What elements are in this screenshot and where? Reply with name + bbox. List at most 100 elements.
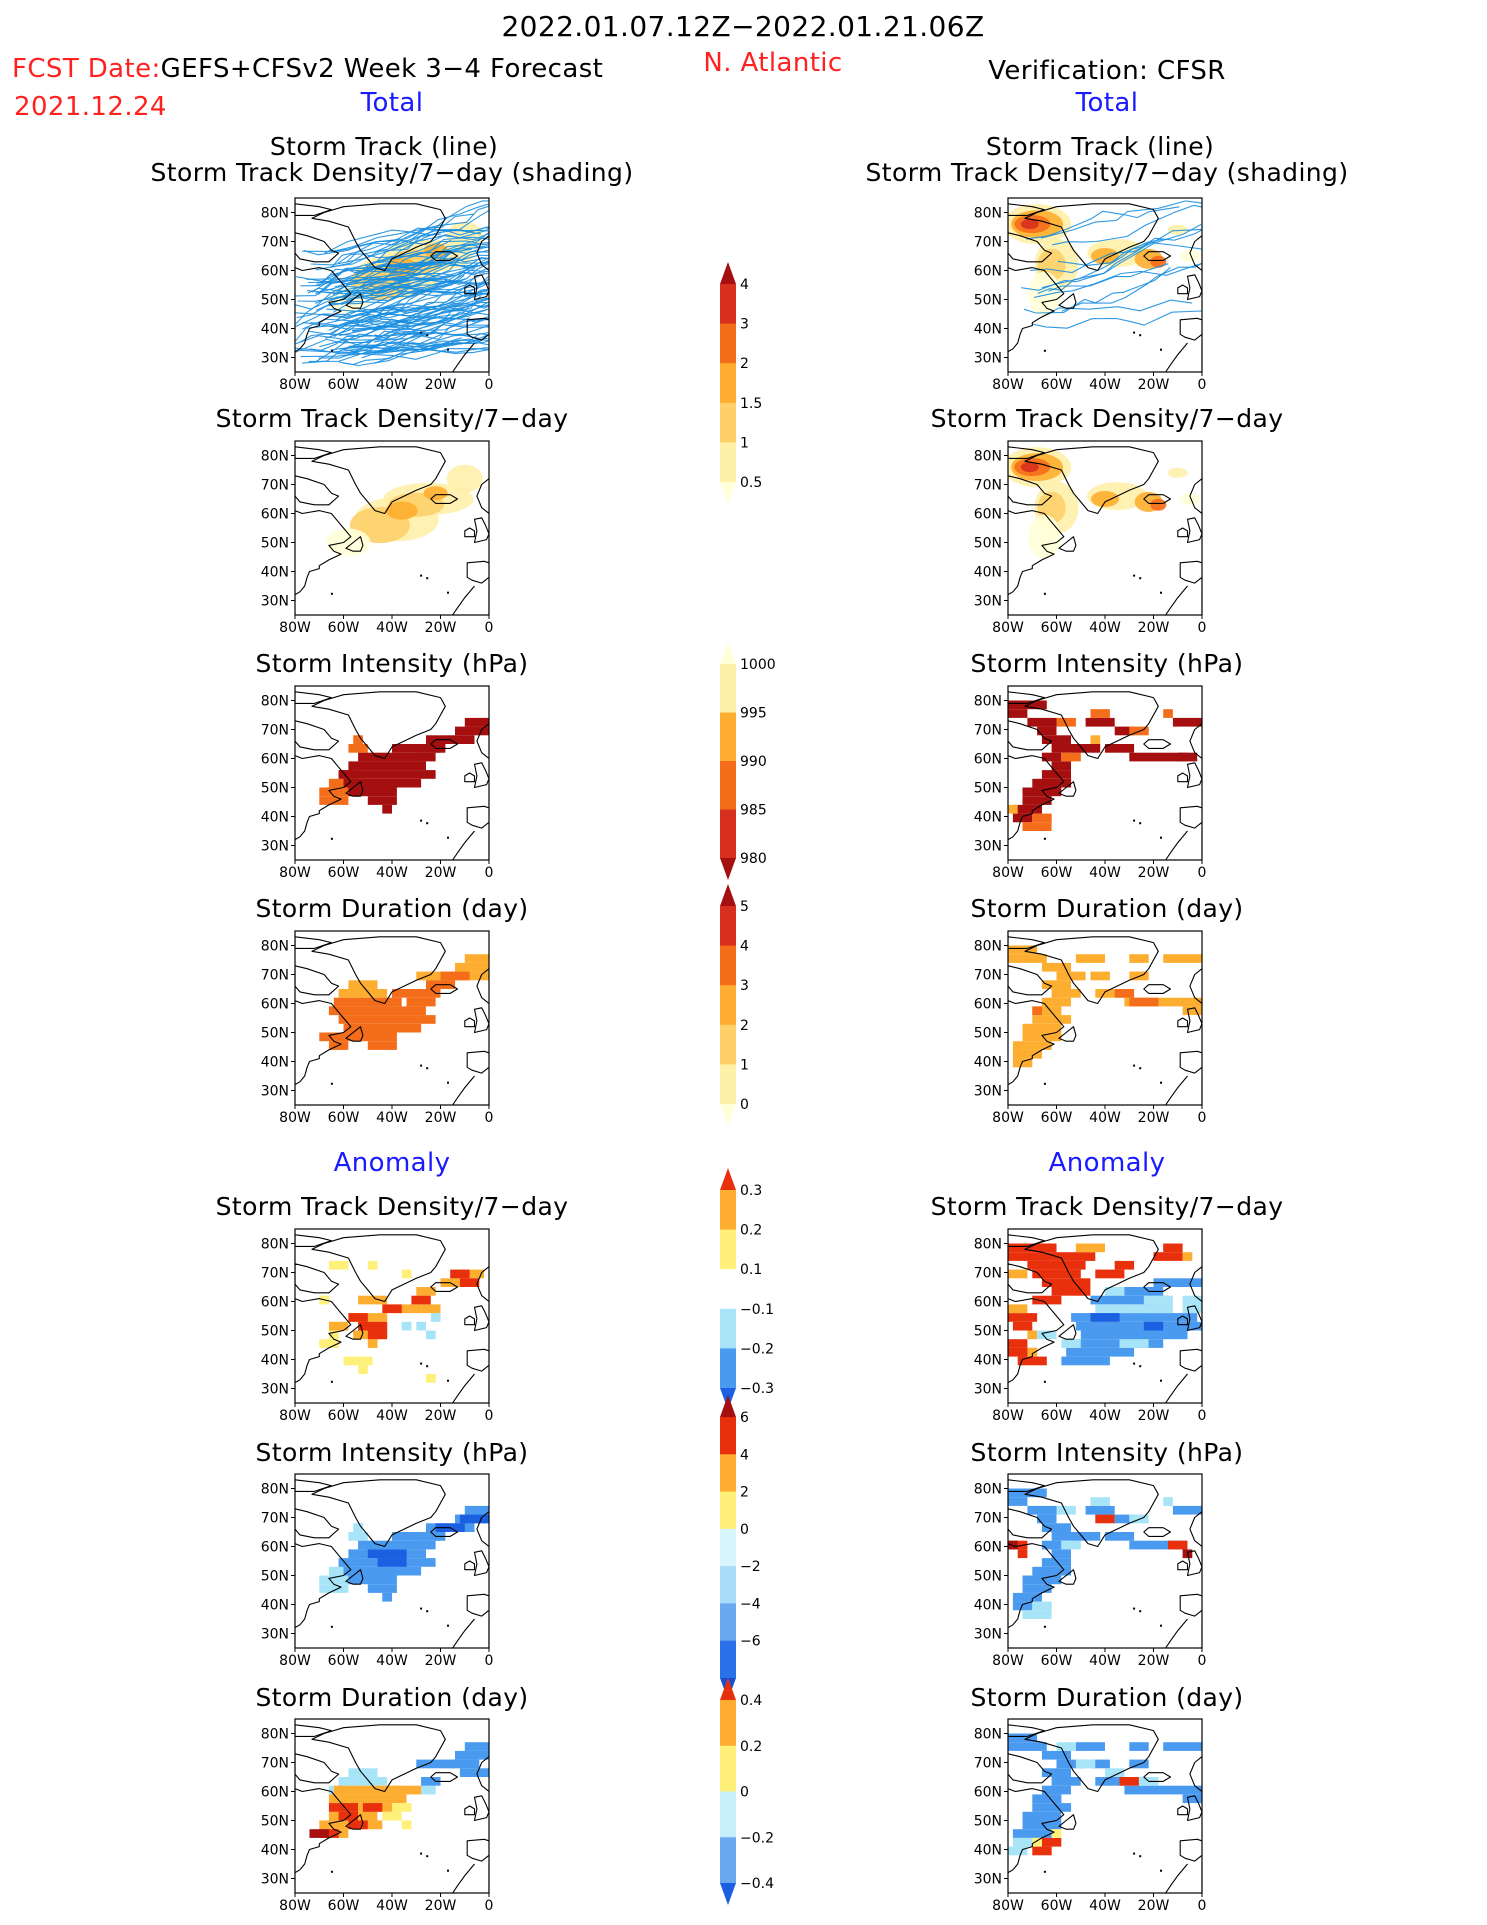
map-panel-forecast-intensity-anomaly: 80W 60W 40W 20W 0 80N 70N 60N 50N 40N 30N [261,1473,494,1669]
storm-track-line [338,311,472,337]
island-dot [330,1625,333,1628]
lon-tick-label: 40W [376,377,408,393]
iberia-coastline [1179,560,1202,584]
greenland-coastline [1024,203,1159,272]
storm-track-line [303,209,489,256]
colorbar-segment [720,664,736,713]
africa-coastline [1165,1373,1202,1403]
storm-track-line [338,333,489,366]
grid-cell [1051,761,1071,771]
uk-coastline [473,1550,489,1577]
island-dot [1133,1607,1136,1610]
colorbar-segment [720,323,736,364]
north-america-coastline [295,755,352,841]
lat-tick-label: 60N [261,1540,289,1556]
lon-tick-label: 40W [376,865,408,881]
grid-cell [1012,1058,1033,1068]
storm-track-line [296,269,489,319]
iberia-coastline [1179,1348,1202,1372]
lat-tick-label: 50N [974,536,1002,552]
ireland-coastline [1177,1560,1189,1571]
title-right-density: Storm Track Density/7−day [930,404,1284,433]
colorbar-label: 2 [740,1018,749,1034]
grid-cell [1129,752,1198,762]
storm-track-line [354,257,489,285]
colorbar-label: 6 [740,1410,749,1426]
grid-cell [1041,1785,1071,1795]
lon-tick-label: 0 [1198,1653,1207,1669]
map-panel-verification-duration-anomaly: 80W 60W 40W 20W 0 80N 70N 60N 50N 40N 30N [974,1718,1206,1914]
colorbar-label: −0.3 [740,1381,774,1397]
lat-tick-label: 30N [261,351,289,367]
colorbar-segment [720,1603,736,1642]
lat-tick-label: 70N [974,1756,1002,1772]
ellesmere-coastline [1008,691,1045,704]
grid-cell [392,989,441,998]
grid-cell [1061,1356,1110,1366]
grid-cell [348,744,368,753]
ellesmere-coastline [295,203,332,216]
lat-tick-label: 60N [974,1540,1002,1556]
lon-tick-label: 0 [485,1653,494,1669]
island-dot [1139,822,1142,825]
shaded-blob [446,464,483,493]
iceland-coastline [1143,1772,1172,1782]
lon-tick-label: 0 [485,1110,494,1126]
africa-coastline [1165,1618,1202,1648]
colorbar-density-total: 4 3 2 1.5 1 0.5 [720,262,762,504]
colorbar-label: 1000 [740,657,776,673]
colorbar-label: 995 [740,706,767,722]
greenland-coastline [1024,1724,1159,1793]
grid-cell [1172,1505,1202,1515]
grid-cell [353,1330,383,1340]
north-america-coastline [1008,267,1065,353]
title-left-duration-anomaly: Storm Duration (day) [255,1683,529,1712]
grid-cell [319,1339,339,1348]
grid-cell [1032,1803,1072,1812]
map-panel-forecast-intensity: 80W 60W 40W 20W 0 80N 70N 60N 50N 40N 30N [261,685,493,881]
lon-tick-label: 80W [279,865,311,881]
grid-cell [1080,1330,1188,1340]
lon-tick-label: 60W [1041,865,1073,881]
grid-cell [1163,1497,1173,1506]
lon-tick-label: 40W [1089,1653,1121,1669]
lon-tick-label: 20W [425,620,457,636]
storm-track-line [295,277,418,297]
grid-cell [319,1575,359,1585]
shaded-blob [1167,467,1188,478]
lon-tick-label: 0 [1198,620,1207,636]
title-left-density-anomaly: Storm Track Density/7−day [215,1192,569,1221]
lat-tick-label: 70N [974,1511,1002,1527]
grid-cell [348,787,397,797]
grid-cell [392,1803,412,1812]
map-panel-forecast-duration-anomaly: 80W 60W 40W 20W 0 80N 70N 60N 50N 40N 30N [261,1718,493,1914]
colorbar-segment [720,1024,736,1065]
greenland-coastline [311,936,446,1005]
grid-cell [1032,1846,1052,1856]
iberia-coastline [1179,1593,1202,1617]
island-dot [420,1607,423,1610]
grid-cell [333,1785,402,1795]
lon-tick-label: 40W [376,1653,408,1669]
greenland-coastline [311,1724,446,1793]
iceland-coastline [430,494,459,504]
newfoundland-coastline [345,536,364,552]
grid-cell [1041,980,1071,989]
grid-cell [1008,1313,1038,1322]
grid-cell [1182,1006,1202,1016]
africa-coastline [452,585,489,615]
island-dot [420,331,423,334]
colorbar-segment [720,1064,736,1105]
grid-cell [1056,1759,1086,1769]
grid-cell [319,1829,339,1838]
island-dot [1133,331,1136,334]
iberia-coastline [466,1838,489,1862]
lon-tick-label: 20W [1138,377,1170,393]
lon-tick-label: 20W [1138,620,1170,636]
grid-cell [1027,1347,1038,1357]
island-dot [420,1362,423,1365]
grid-cell [416,1785,436,1795]
uk-coastline [1186,1550,1202,1577]
colorbar-bottom-triangle [720,858,736,880]
grid-cell [1071,1532,1101,1541]
